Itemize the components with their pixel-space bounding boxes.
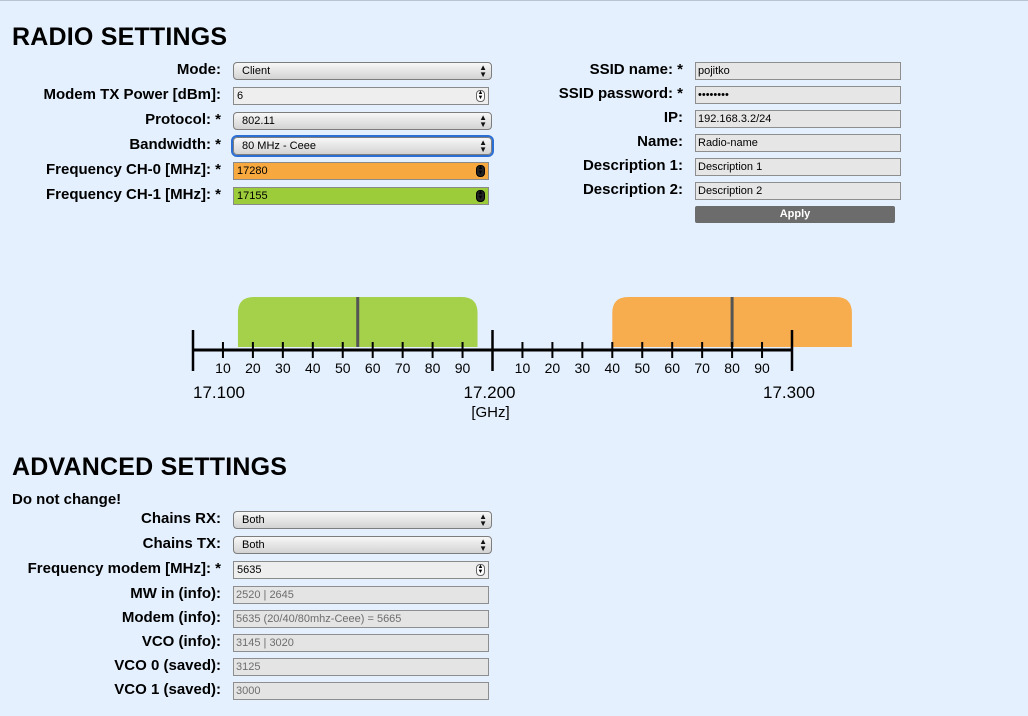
vco-info-label: VCO (info): [141,633,221,650]
spinner-icon[interactable]: ▲ ▼ [476,564,485,576]
minor-tick-label: 90 [455,360,471,376]
tx-power-label: Modem TX Power [dBm]: [43,86,221,103]
vco0-saved-label: VCO 0 (saved): [114,657,221,674]
name-input[interactable]: Radio-name [695,134,901,152]
select-arrows-icon: ▲ ▼ [479,537,487,553]
description1-label: Description 1: [582,157,683,174]
major-tick-label: 17.300 [763,383,815,402]
spinner-icon[interactable]: ▲ ▼ [476,90,485,102]
mw-in-field: 2520 | 2645 [233,586,489,604]
tx-power-input[interactable]: 6 ▲ ▼ [233,87,489,105]
minor-tick-label: 10 [215,360,231,376]
vco1-saved-label: VCO 1 (saved): [114,681,221,698]
chains-tx-label: Chains TX: [142,535,221,552]
select-arrows-icon: ▲ ▼ [479,63,487,79]
frequency-ch0-value: 17280 [237,165,268,177]
description1-input[interactable]: Description 1 [695,158,901,176]
select-arrows-icon: ▲ ▼ [479,138,487,154]
select-arrows-icon: ▲ ▼ [479,512,487,528]
frequency-ch1-label: Frequency CH-1 [MHz]: * [45,186,221,203]
minor-tick-label: 40 [305,360,321,376]
frequency-modem-label: Frequency modem [MHz]: * [27,560,221,577]
protocol-label: Protocol: * [145,111,221,128]
minor-tick-label: 10 [515,360,531,376]
chains-rx-select[interactable]: Both ▲ ▼ [233,511,492,529]
tx-power-value: 6 [237,90,244,102]
minor-tick-label: 20 [245,360,261,376]
ip-input[interactable]: 192.168.3.2/24 [695,110,901,128]
minor-tick-label: 90 [754,360,770,376]
protocol-value: 802.11 [242,115,275,127]
major-tick-label: 17.100 [193,383,245,402]
minor-tick-label: 20 [545,360,561,376]
mw-in-label: MW in (info): [130,585,221,602]
minor-tick-label: 70 [395,360,411,376]
bandwidth-label: Bandwidth: * [129,136,221,153]
radio-settings-title: RADIO SETTINGS [12,23,228,51]
minor-tick-label: 80 [425,360,441,376]
mode-label: Mode: [176,61,221,78]
ssid-name-label: SSID name: * [589,61,683,78]
mode-select[interactable]: Client ▲ ▼ [233,62,492,80]
bandwidth-value: 80 MHz - Ceee [242,140,316,152]
do-not-change-note: Do not change! [12,491,122,508]
frequency-unit-label: [GHz] [471,404,509,421]
ssid-password-label: SSID password: * [558,85,683,102]
minor-tick-label: 70 [694,360,710,376]
description2-label: Description 2: [582,181,683,198]
frequency-modem-input[interactable]: 5635 ▲ ▼ [233,561,489,579]
ssid-name-input[interactable]: pojitko [695,62,901,80]
chains-tx-value: Both [242,539,265,551]
apply-button[interactable]: Apply [695,206,895,223]
vco0-saved-field: 3125 [233,658,489,676]
ip-label: IP: [663,109,683,126]
spinner-icon[interactable]: ▲ ▼ [476,165,485,177]
spinner-icon[interactable]: ▲ ▼ [476,190,485,202]
select-arrows-icon: ▲ ▼ [479,113,487,129]
frequency-ch1-input[interactable]: 17155 ▲ ▼ [233,187,489,205]
vco1-saved-field: 3000 [233,682,489,700]
minor-tick-label: 60 [365,360,381,376]
protocol-select[interactable]: 802.11 ▲ ▼ [233,112,492,130]
name-label: Name: [637,133,683,150]
minor-tick-label: 80 [724,360,740,376]
frequency-ch0-label: Frequency CH-0 [MHz]: * [45,161,221,178]
minor-tick-label: 30 [275,360,291,376]
frequency-ch0-input[interactable]: 17280 ▲ ▼ [233,162,489,180]
advanced-settings-title: ADVANCED SETTINGS [12,453,288,481]
mode-value: Client [242,65,271,77]
modem-info-field: 5635 (20/40/80mhz-Ceee) = 5665 [233,610,489,628]
modem-info-label: Modem (info): [121,609,221,626]
chains-rx-value: Both [242,514,265,526]
chains-rx-label: Chains RX: [140,510,221,527]
minor-tick-label: 50 [634,360,650,376]
minor-tick-label: 60 [664,360,680,376]
minor-tick-label: 40 [605,360,621,376]
ssid-password-input[interactable]: •••••••• [695,86,901,104]
minor-tick-label: 30 [575,360,591,376]
major-tick-label: 17.200 [464,383,516,402]
frequency-ch1-value: 17155 [237,190,268,202]
chains-tx-select[interactable]: Both ▲ ▼ [233,536,492,554]
description2-input[interactable]: Description 2 [695,182,901,200]
frequency-modem-value: 5635 [237,564,262,576]
vco-info-field: 3145 | 3020 [233,634,489,652]
minor-tick-label: 50 [335,360,351,376]
bandwidth-select[interactable]: 80 MHz - Ceee ▲ ▼ [231,135,494,157]
